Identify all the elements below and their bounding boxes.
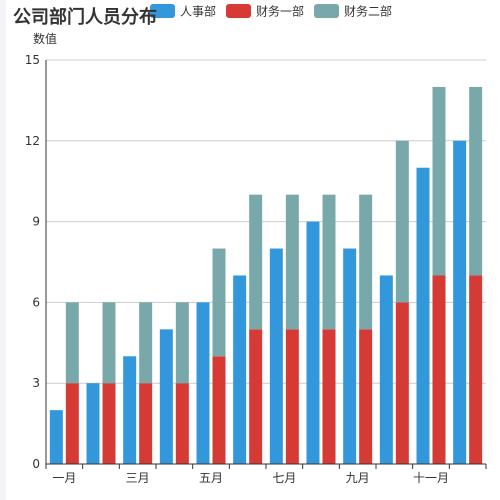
bar-0-8[interactable] [343,248,357,464]
bar-2-9[interactable] [395,140,409,303]
y-tick-label: 9 [32,215,40,229]
bar-1-3[interactable] [175,383,189,464]
legend-item-1[interactable]: 财务一部 [226,4,304,19]
y-tick-label: 15 [25,53,40,67]
bar-2-3[interactable] [175,302,189,384]
bar-1-2[interactable] [139,383,153,464]
bar-0-0[interactable] [49,410,63,464]
bar-0-1[interactable] [86,383,100,464]
bar-chart: 0 3 6 9 12 15 一月 三月 五月 七月 九月 十一月 数值 人事部 财务一部 财务二部 公司部… [13,4,487,485]
bar-1-0[interactable] [65,383,79,464]
chart-title: 公司部门人员分布 [13,6,157,27]
bar-0-2[interactable] [123,356,137,464]
x-tick-label: 九月 [346,471,370,485]
legend-label: 人事部 [180,4,216,19]
bar-0-3[interactable] [159,329,173,464]
bar-2-8[interactable] [359,194,373,330]
legend-swatch [150,4,175,18]
bar-1-6[interactable] [285,329,299,464]
axis-layer: 0 3 6 9 12 15 一月 三月 五月 七月 九月 十一月 [25,53,487,485]
bar-1-4[interactable] [212,356,226,464]
bar-0-10[interactable] [416,167,430,464]
bar-1-5[interactable] [249,329,263,464]
bar-layer [49,86,483,465]
legend-swatch [226,4,252,18]
bar-2-11[interactable] [469,86,483,276]
bar-2-5[interactable] [249,194,263,330]
chart-root: 0 3 6 9 12 15 一月 三月 五月 七月 九月 十一月 数值 人事部 财务一部 财务二部 公司部… [6,0,500,500]
legend[interactable]: 人事部 财务一部 财务二部 [150,4,392,19]
bar-0-7[interactable] [306,221,320,464]
legend-item-0[interactable]: 人事部 [150,4,216,19]
bar-2-10[interactable] [432,86,446,276]
bar-0-5[interactable] [233,275,247,464]
bar-1-8[interactable] [359,329,373,464]
x-tick-label: 十一月 [413,471,449,485]
legend-label: 财务二部 [344,4,392,19]
bar-1-7[interactable] [322,329,336,464]
bar-2-4[interactable] [212,248,226,357]
bar-2-7[interactable] [322,194,336,330]
bar-1-10[interactable] [432,275,446,464]
y-tick-label: 0 [32,457,40,471]
bar-0-11[interactable] [453,140,467,465]
y-tick-label: 6 [32,295,40,309]
bar-2-0[interactable] [65,302,79,384]
bar-1-1[interactable] [102,383,116,464]
x-tick-label: 一月 [52,471,76,485]
legend-label: 财务一部 [256,4,304,19]
bar-0-9[interactable] [379,275,393,464]
bar-2-6[interactable] [285,194,299,330]
bar-1-9[interactable] [395,302,409,464]
x-tick-label: 七月 [272,471,296,485]
x-tick-label: 五月 [199,471,223,485]
legend-item-2[interactable]: 财务二部 [314,4,392,19]
bar-2-1[interactable] [102,302,116,384]
bar-0-6[interactable] [269,248,283,464]
legend-swatch [314,4,340,18]
y-tick-label: 3 [32,376,40,390]
y-tick-label: 12 [25,134,40,148]
bar-2-2[interactable] [139,302,153,384]
bar-0-4[interactable] [196,302,210,464]
bar-1-11[interactable] [469,275,483,464]
grid-layer [46,59,486,384]
y-axis-label: 数值 [33,31,57,46]
x-tick-label: 三月 [126,471,150,485]
